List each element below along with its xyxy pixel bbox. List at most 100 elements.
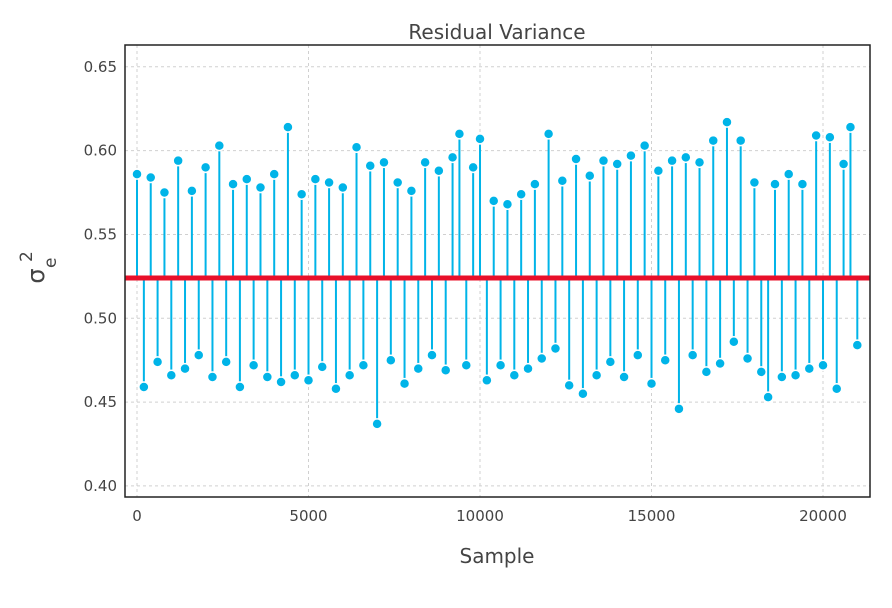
plot-frame: [124, 44, 871, 498]
point: [247, 359, 260, 371]
point: [439, 364, 452, 377]
point: [165, 369, 178, 382]
point: [481, 374, 493, 387]
point: [844, 121, 857, 133]
point: [206, 371, 219, 383]
point: [597, 154, 610, 167]
point: [282, 121, 294, 133]
point: [501, 198, 514, 211]
point: [577, 387, 589, 400]
point: [412, 362, 425, 375]
point: [721, 116, 733, 128]
point: [186, 185, 198, 197]
point: [357, 359, 370, 371]
point: [686, 349, 699, 361]
point: [378, 156, 390, 169]
point: [487, 195, 500, 207]
point: [680, 151, 692, 164]
point: [714, 357, 726, 370]
point: [337, 181, 349, 194]
point: [632, 349, 644, 361]
x-axis-label: Sample: [460, 544, 535, 568]
point: [590, 369, 603, 382]
y-tick-label: 0.60: [84, 142, 117, 160]
point: [419, 156, 431, 169]
point: [529, 178, 541, 190]
point: [426, 349, 438, 361]
point: [604, 356, 617, 368]
point: [460, 359, 473, 371]
point: [385, 354, 397, 366]
point: [542, 128, 555, 140]
point: [467, 161, 479, 174]
point: [350, 141, 363, 154]
x-tick-label: 20000: [799, 507, 847, 525]
point: [453, 128, 466, 140]
point: [131, 168, 143, 180]
y-tick-label: 0.40: [84, 477, 117, 495]
point: [405, 185, 418, 197]
point: [261, 371, 274, 383]
point: [748, 176, 761, 189]
point: [666, 154, 678, 167]
y-label-sup: 2: [17, 251, 37, 262]
point: [700, 366, 713, 378]
point: [817, 359, 829, 371]
point: [213, 139, 226, 152]
point: [309, 173, 322, 185]
point: [824, 131, 836, 143]
point: [515, 188, 527, 200]
x-tick-label: 10000: [456, 507, 504, 525]
point: [810, 129, 822, 142]
point: [618, 371, 630, 383]
x-tick-label: 15000: [628, 507, 676, 525]
point: [494, 359, 507, 371]
point: [391, 176, 404, 189]
point: [522, 362, 534, 375]
point: [179, 362, 191, 375]
point: [158, 186, 171, 199]
y-tick-label: 0.50: [84, 309, 117, 327]
point: [762, 391, 774, 403]
point: [755, 366, 768, 378]
point: [734, 134, 747, 147]
point: [192, 349, 205, 361]
point: [625, 149, 637, 162]
y-axis-label: σ e 2: [17, 251, 61, 283]
y-tick-label: 0.55: [84, 225, 117, 243]
point: [830, 382, 843, 395]
point: [769, 178, 781, 190]
point: [549, 342, 562, 355]
point: [398, 377, 411, 390]
point: [268, 168, 280, 180]
point: [776, 371, 788, 383]
point: [508, 369, 521, 382]
point: [707, 134, 719, 147]
point: [611, 158, 623, 170]
point: [330, 382, 342, 395]
point: [302, 374, 315, 387]
point: [638, 139, 651, 152]
point: [693, 156, 706, 169]
point: [741, 352, 754, 365]
point: [220, 356, 232, 368]
point: [728, 336, 740, 348]
point: [295, 188, 308, 200]
point: [323, 176, 335, 189]
point: [652, 164, 665, 177]
point: [556, 175, 569, 187]
point: [584, 170, 596, 182]
point: [151, 356, 164, 368]
point: [172, 154, 184, 167]
y-label-symbol: σ: [22, 268, 50, 283]
y-label-sub: e: [41, 258, 61, 268]
point: [234, 381, 246, 393]
point: [227, 178, 239, 190]
point: [789, 369, 802, 382]
x-tick-label: 5000: [289, 507, 327, 525]
point: [474, 133, 486, 145]
point: [316, 361, 328, 373]
point: [782, 168, 795, 180]
x-tick-label: 0: [132, 507, 142, 525]
